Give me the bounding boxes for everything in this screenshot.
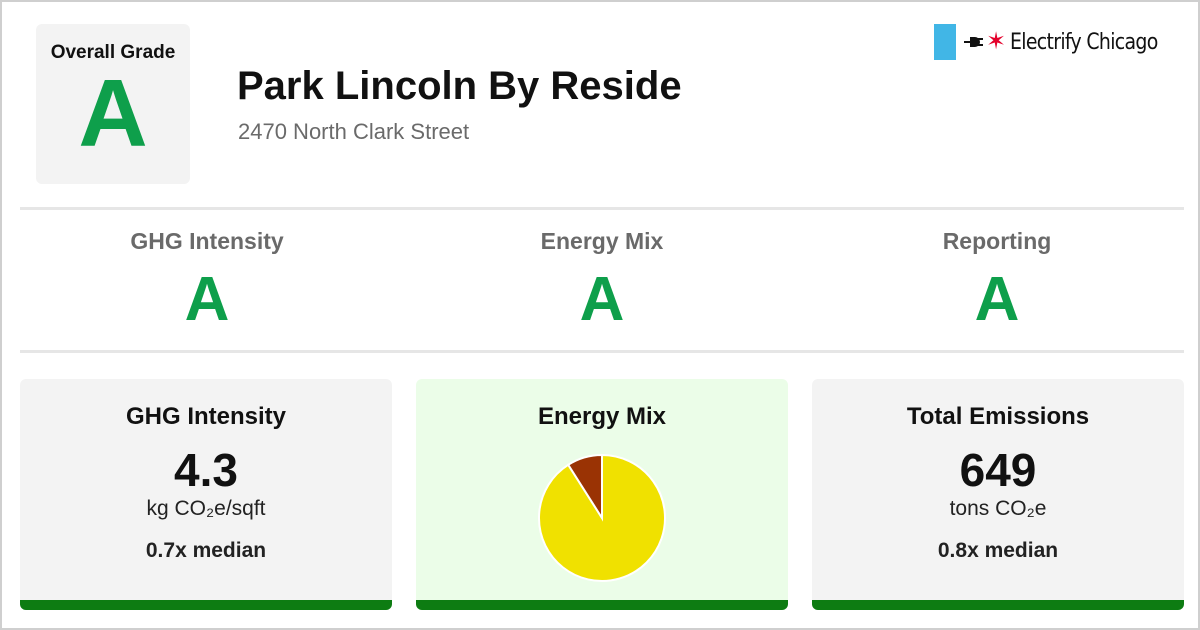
energy-mix-pie-chart: [538, 453, 666, 582]
card-grade-bar: [416, 600, 788, 610]
overall-grade-value: A: [78, 60, 148, 167]
total-emissions-value: 649: [959, 444, 1037, 496]
ghg-intensity-value: 4.3: [174, 444, 238, 496]
ghg-intensity-median: 0.7x median: [145, 539, 267, 562]
energy-mix-grade: Energy Mix A: [412, 228, 792, 331]
card-grade-bar: [20, 600, 392, 610]
energy-mix-card: Energy Mix: [416, 379, 788, 610]
plug-icon: [964, 37, 983, 47]
pie-slice-1: [566, 453, 603, 522]
total-emissions-unit: tons CO₂e: [949, 497, 1047, 520]
grade-label: Reporting: [942, 228, 1052, 254]
total-emissions-median: 0.8x median: [937, 539, 1059, 562]
chicago-flag-icon: [934, 24, 956, 60]
card-title: Total Emissions: [906, 403, 1090, 430]
grade-label: GHG Intensity: [130, 228, 284, 254]
grade-value: A: [974, 265, 1020, 334]
grade-value: A: [184, 265, 230, 334]
reporting-grade: Reporting A: [807, 228, 1187, 331]
logo-text: Electrify Chicago: [1010, 29, 1158, 55]
card-title: Energy Mix: [537, 403, 667, 430]
building-address: 2470 North Clark Street: [238, 119, 470, 144]
ghg-intensity-card: GHG Intensity 4.3 kg CO₂e/sqft 0.7x medi…: [20, 379, 392, 610]
divider: [20, 350, 1184, 353]
ghg-intensity-grade: GHG Intensity A: [17, 228, 397, 331]
grade-label: Energy Mix: [540, 228, 664, 254]
building-name: Park Lincoln By Reside: [237, 64, 682, 108]
chicago-star-icon: ✶: [986, 28, 1007, 55]
divider: [20, 207, 1184, 210]
card-title: GHG Intensity: [125, 403, 287, 430]
ghg-intensity-unit: kg CO₂e/sqft: [146, 497, 266, 520]
overall-grade-box: Overall Grade A: [36, 24, 190, 184]
electrify-chicago-logo[interactable]: ✶ Electrify Chicago: [934, 24, 1182, 60]
total-emissions-card: Total Emissions 649 tons CO₂e 0.8x media…: [812, 379, 1184, 610]
overall-grade-label: Overall Grade: [50, 42, 176, 63]
card-grade-bar: [812, 600, 1184, 610]
grade-value: A: [579, 265, 625, 334]
